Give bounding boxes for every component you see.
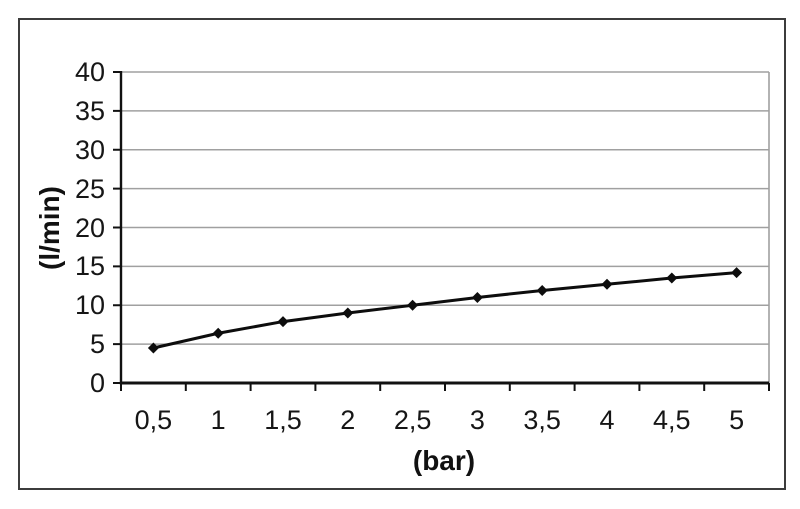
data-point-marker — [277, 316, 289, 328]
y-tick-label: 40 — [74, 57, 105, 87]
y-axis-title: (l/min) — [34, 186, 65, 270]
y-tick-label: 10 — [74, 290, 105, 321]
y-tick-label: 30 — [74, 134, 105, 165]
x-tick-label: 4,5 — [653, 405, 691, 435]
data-point-marker — [731, 267, 743, 279]
x-tick-label: 1 — [210, 405, 226, 435]
y-tick-label: 0 — [89, 368, 105, 398]
y-tick-label: 35 — [74, 95, 105, 126]
x-tick-label: 3 — [469, 405, 485, 435]
data-point-marker — [471, 291, 483, 303]
data-point-marker — [212, 327, 224, 339]
data-point-marker — [666, 272, 678, 284]
y-tick-label: 25 — [74, 173, 105, 204]
figure-border — [18, 18, 786, 490]
y-tick-label: 20 — [74, 212, 105, 243]
data-point-marker — [536, 284, 548, 296]
x-tick-label: 2,5 — [393, 405, 432, 435]
x-tick-label: 0,5 — [134, 405, 173, 435]
x-axis-title: (bar) — [412, 445, 476, 476]
y-tick-label: 5 — [89, 329, 105, 360]
series-line — [153, 271, 737, 350]
y-tick-label: 15 — [74, 251, 105, 282]
data-point-marker — [147, 342, 159, 354]
data-point-marker — [601, 278, 613, 290]
x-tick-label: 1,5 — [264, 405, 302, 435]
x-tick-label: 2 — [340, 405, 356, 435]
data-point-marker — [342, 307, 354, 319]
x-tick-label: 3,5 — [523, 405, 561, 435]
x-tick-label: 5 — [729, 405, 745, 435]
data-point-marker — [407, 299, 419, 311]
x-tick-label: 4 — [599, 405, 615, 435]
